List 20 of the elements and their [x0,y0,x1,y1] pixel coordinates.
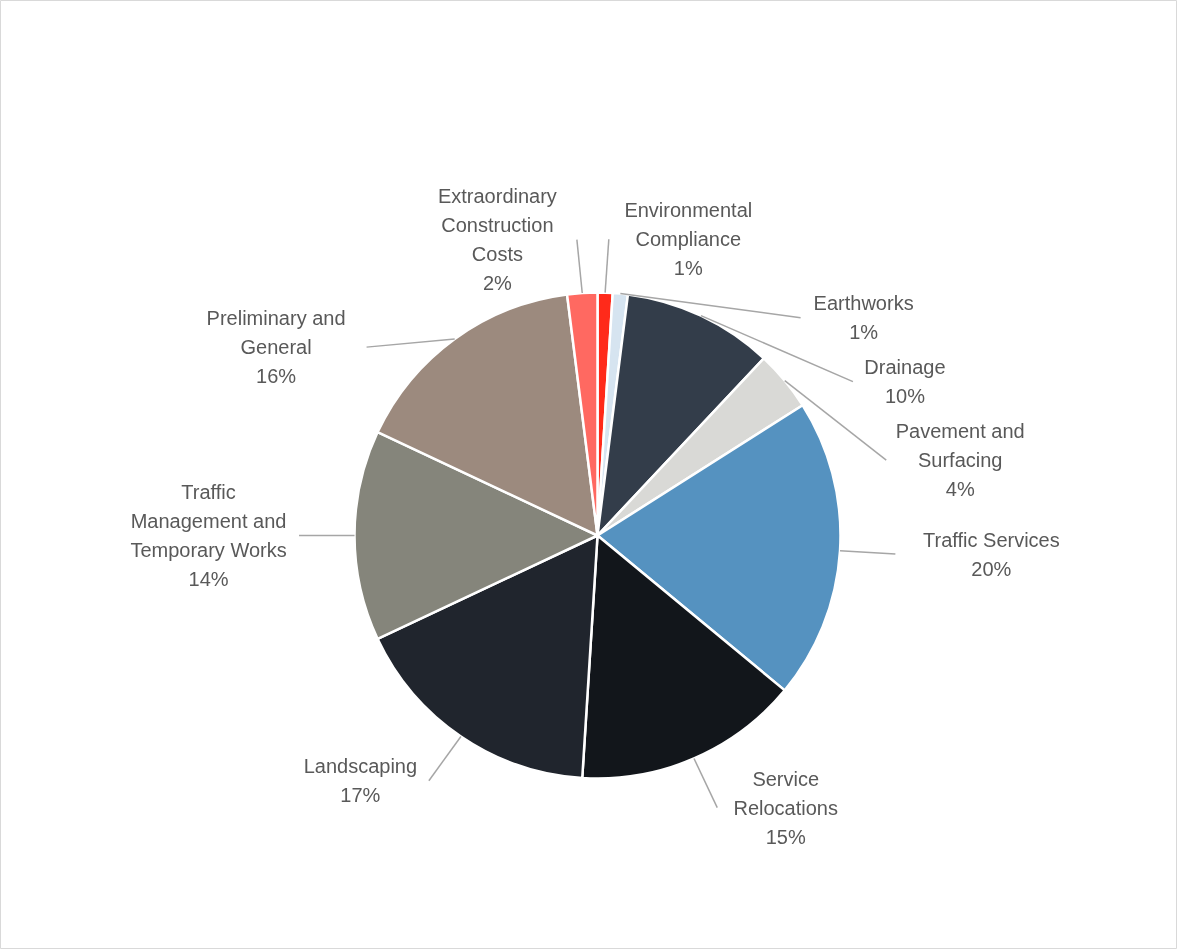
slice-label: Pavement and Surfacing [895,420,1025,472]
slice-label: Service Relocations [733,767,838,819]
data-label: 16% [256,365,297,388]
data-label: 1% [849,321,879,344]
data-label: 20% [971,557,1012,580]
data-label: 4% [945,478,975,501]
slice-label: Earthworks [813,292,914,315]
data-label: 14% [188,568,229,590]
slice-label: Preliminary and General [206,307,346,359]
slice-label: Extraordinary Construction Costs [437,185,557,266]
slice-label: Drainage [864,356,946,379]
data-label: 2% [482,272,513,295]
slice-label: Traffic Services [923,528,1060,551]
data-label: 10% [884,385,926,408]
slice-label: Traffic Management and Temporary Works [130,481,287,561]
slice-label: Environmental Compliance [624,199,753,251]
slice-label: Landscaping [303,755,418,778]
data-label: 17% [340,784,381,807]
data-label: 15% [765,825,806,848]
data-label: 1% [673,257,703,280]
